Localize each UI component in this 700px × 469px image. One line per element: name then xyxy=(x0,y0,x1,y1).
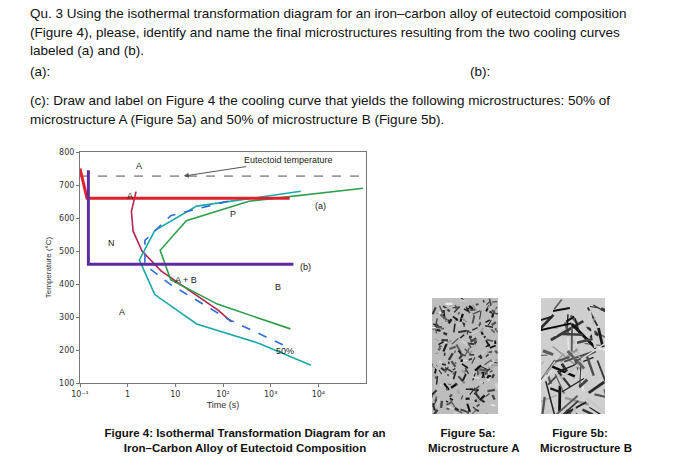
svg-text:A: A xyxy=(119,307,125,317)
html-text:Iron–Carbon Alloy of Eutectoid: Iron–Carbon Alloy of Eutectoid Compositi… xyxy=(123,442,367,454)
svg-text:10³: 10³ xyxy=(264,390,277,399)
svg-text:1: 1 xyxy=(125,390,130,399)
svg-text:400: 400 xyxy=(59,280,74,289)
svg-text:700: 700 xyxy=(59,181,74,190)
svg-text:200: 200 xyxy=(59,346,74,355)
svg-text:100: 100 xyxy=(59,379,74,388)
html-text:(c): Draw and label on Figure: (c): Draw and label on Figure 4 the cool… xyxy=(30,93,610,108)
html-text:(Figure 4), please, identify a: (Figure 4), please, identify and name th… xyxy=(30,24,620,40)
svg-text:B: B xyxy=(275,282,281,292)
svg-text:(a): (a) xyxy=(315,201,326,211)
svg-text:500: 500 xyxy=(59,247,74,256)
html-text:labeled (a) and (b).: labeled (a) and (b). xyxy=(30,43,145,58)
svg-text:600: 600 xyxy=(59,214,74,223)
html-text:Figure 5b:: Figure 5b: xyxy=(552,427,608,439)
svg-text:10: 10 xyxy=(170,390,180,399)
html-text:Qu. 3 Using the isothermal tra: Qu. 3 Using the isothermal transformatio… xyxy=(30,6,627,21)
svg-text:N: N xyxy=(108,238,115,248)
svg-text:Time (s): Time (s) xyxy=(207,400,240,410)
html-text:Figure 4: Isothermal Transform: Figure 4: Isothermal Transformation Diag… xyxy=(104,427,386,439)
svg-text:Temperature (°C): Temperature (°C) xyxy=(44,236,53,298)
html-text:microstructure A (Figure 5a) a: microstructure A (Figure 5a) and 50% of … xyxy=(30,111,445,127)
svg-text:A: A xyxy=(136,161,142,171)
svg-text:A: A xyxy=(127,191,133,201)
html-text:Figure 5a:: Figure 5a: xyxy=(440,427,496,439)
svg-text:50%: 50% xyxy=(276,346,294,356)
svg-text:10²: 10² xyxy=(216,390,229,399)
svg-text:P: P xyxy=(230,209,236,219)
html-text:Microstructure A: Microstructure A xyxy=(428,442,520,454)
svg-text:800: 800 xyxy=(59,148,74,157)
svg-text:A + B: A + B xyxy=(175,275,197,285)
svg-text:300: 300 xyxy=(59,313,74,322)
html-text:Microstructure B: Microstructure B xyxy=(540,442,632,454)
svg-text:10⁴: 10⁴ xyxy=(312,390,325,399)
svg-text:(b): (b) xyxy=(300,262,311,272)
html-text:(a):: (a): xyxy=(30,64,51,79)
svg-text:Eutectoid temperature: Eutectoid temperature xyxy=(244,155,333,165)
html-text:(b):: (b): xyxy=(470,64,491,79)
svg-text:10⁻¹: 10⁻¹ xyxy=(71,390,89,399)
